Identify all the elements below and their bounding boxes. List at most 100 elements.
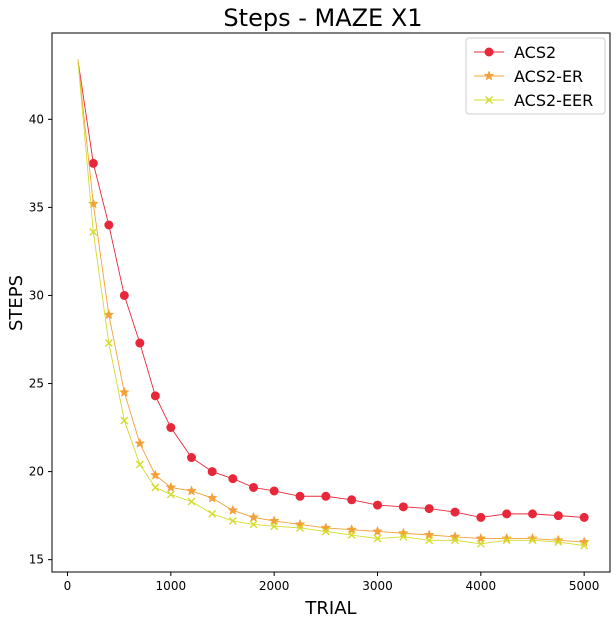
data-point-acs2-eer [296,523,304,532]
data-point-acs2-eer [476,539,485,548]
legend-label: ACS2 [514,43,556,62]
data-point-acs2 [450,507,460,517]
x-tick-label: 5000 [569,579,600,593]
series-acs2-er [77,59,590,547]
legend-entry-acs2: ACS2 [474,43,556,62]
data-point-acs2-er [248,511,259,522]
y-axis: 15 20 25 30 35 40 [29,112,52,567]
data-point-acs2 [187,453,196,463]
x-axis: 0 1000 2000 3000 4000 5000 [64,572,600,593]
series-acs2-eer [77,59,589,550]
data-point-acs2-eer [347,531,356,540]
data-point-acs2-eer [135,460,144,469]
data-point-acs2 [476,512,486,522]
legend-label: ACS2-ER [514,67,583,86]
data-point-acs2-er [186,485,197,496]
data-point-acs2-er [397,527,409,538]
data-point-acs2-er [103,309,115,320]
data-point-acs2-eer [451,536,459,545]
data-point-acs2-eer [208,509,217,518]
legend-entry-acs2-er: ACS2-ER [474,67,583,86]
data-point-acs2-er [206,492,218,503]
y-tick-label: 30 [29,288,44,302]
plot-layer [77,59,590,550]
legend-label: ACS2-EER [514,91,593,110]
data-point-acs2 [373,500,382,510]
y-tick-label: 40 [29,112,44,126]
series-acs2 [77,59,589,522]
data-point-acs2-eer [89,228,98,237]
series-line-acs2-eer [77,59,585,547]
data-point-acs2-er [149,469,161,480]
data-point-acs2-er [372,525,383,537]
data-point-acs2-eer [151,483,160,492]
data-point-acs2 [119,290,129,300]
data-point-acs2-er [87,198,99,209]
data-point-acs2 [88,158,98,168]
x-tick-label: 1000 [156,579,187,593]
data-point-acs2-eer [580,541,589,550]
legend-box [465,37,606,115]
y-tick-label: 20 [29,465,44,479]
data-point-acs2-eer [554,538,563,547]
y-tick-label: 25 [29,377,44,391]
data-point-acs2 [424,504,434,514]
data-point-acs2-er [165,481,177,493]
data-point-acs2-er [449,531,461,542]
legend-entry-acs2-eer: ACS2-EER [474,91,593,110]
data-point-acs2 [579,512,589,522]
data-point-acs2 [269,486,279,496]
data-point-acs2-er [578,536,590,547]
data-point-acs2 [207,467,217,477]
data-point-acs2-eer [502,536,511,545]
legend-swatch-marker [483,70,495,81]
data-point-acs2-eer [528,536,537,545]
data-point-acs2-er [346,524,358,535]
data-point-acs2 [228,474,238,484]
legend-swatch-marker [484,47,494,57]
data-point-acs2-eer [399,532,408,541]
data-point-acs2 [150,391,160,401]
y-axis-title: STEPS [6,275,27,331]
data-point-acs2 [553,511,563,521]
chart-title: Steps - MAZE X1 [223,4,422,32]
data-point-acs2-eer [425,536,434,545]
data-point-acs2-er [118,386,130,397]
data-point-acs2 [249,482,258,492]
data-point-acs2-er [268,515,280,526]
legend: ACS2 ACS2-ER ACS2-EER [465,37,606,115]
data-point-acs2 [502,509,512,519]
data-point-acs2 [166,423,176,433]
data-point-acs2-eer [373,534,382,543]
data-point-acs2-eer [249,520,258,529]
data-point-acs2-eer [321,527,330,536]
data-point-acs2-er [475,532,487,544]
data-point-acs2 [295,491,305,501]
x-axis-title: TRIAL [304,598,356,619]
data-point-acs2 [135,338,145,348]
y-tick-label: 35 [29,200,44,214]
x-tick-label: 3000 [362,579,393,593]
legend-entries: ACS2 ACS2-ER ACS2-EER [474,43,593,110]
data-point-acs2-er [227,504,239,515]
data-point-acs2 [104,220,114,230]
data-point-acs2-eer [187,497,196,506]
data-point-acs2-eer [166,490,175,499]
data-point-acs2-eer [120,416,129,425]
data-point-acs2 [321,491,331,501]
legend-swatch-marker [485,96,493,104]
plot-frame [51,32,611,573]
data-point-acs2-er [294,518,306,530]
data-point-acs2 [347,495,357,505]
data-point-acs2 [398,502,408,512]
data-point-acs2-er [320,522,332,533]
data-point-acs2 [528,509,537,519]
x-tick-label: 2000 [259,579,290,593]
data-point-acs2-eer [228,516,237,525]
data-point-acs2-er [134,437,146,449]
y-tick-label: 15 [29,553,44,567]
series-line-acs2 [77,59,585,518]
x-tick-label: 4000 [466,579,497,593]
